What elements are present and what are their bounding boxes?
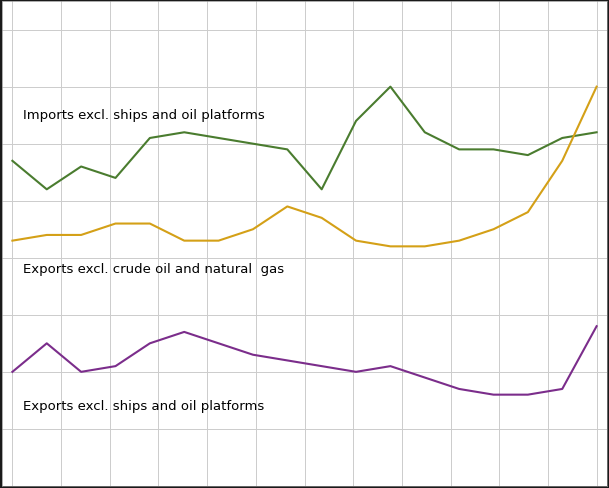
Text: Exports excl. crude oil and natural  gas: Exports excl. crude oil and natural gas xyxy=(23,263,284,275)
Text: Exports excl. ships and oil platforms: Exports excl. ships and oil platforms xyxy=(23,399,264,412)
Text: Imports excl. ships and oil platforms: Imports excl. ships and oil platforms xyxy=(23,109,264,122)
